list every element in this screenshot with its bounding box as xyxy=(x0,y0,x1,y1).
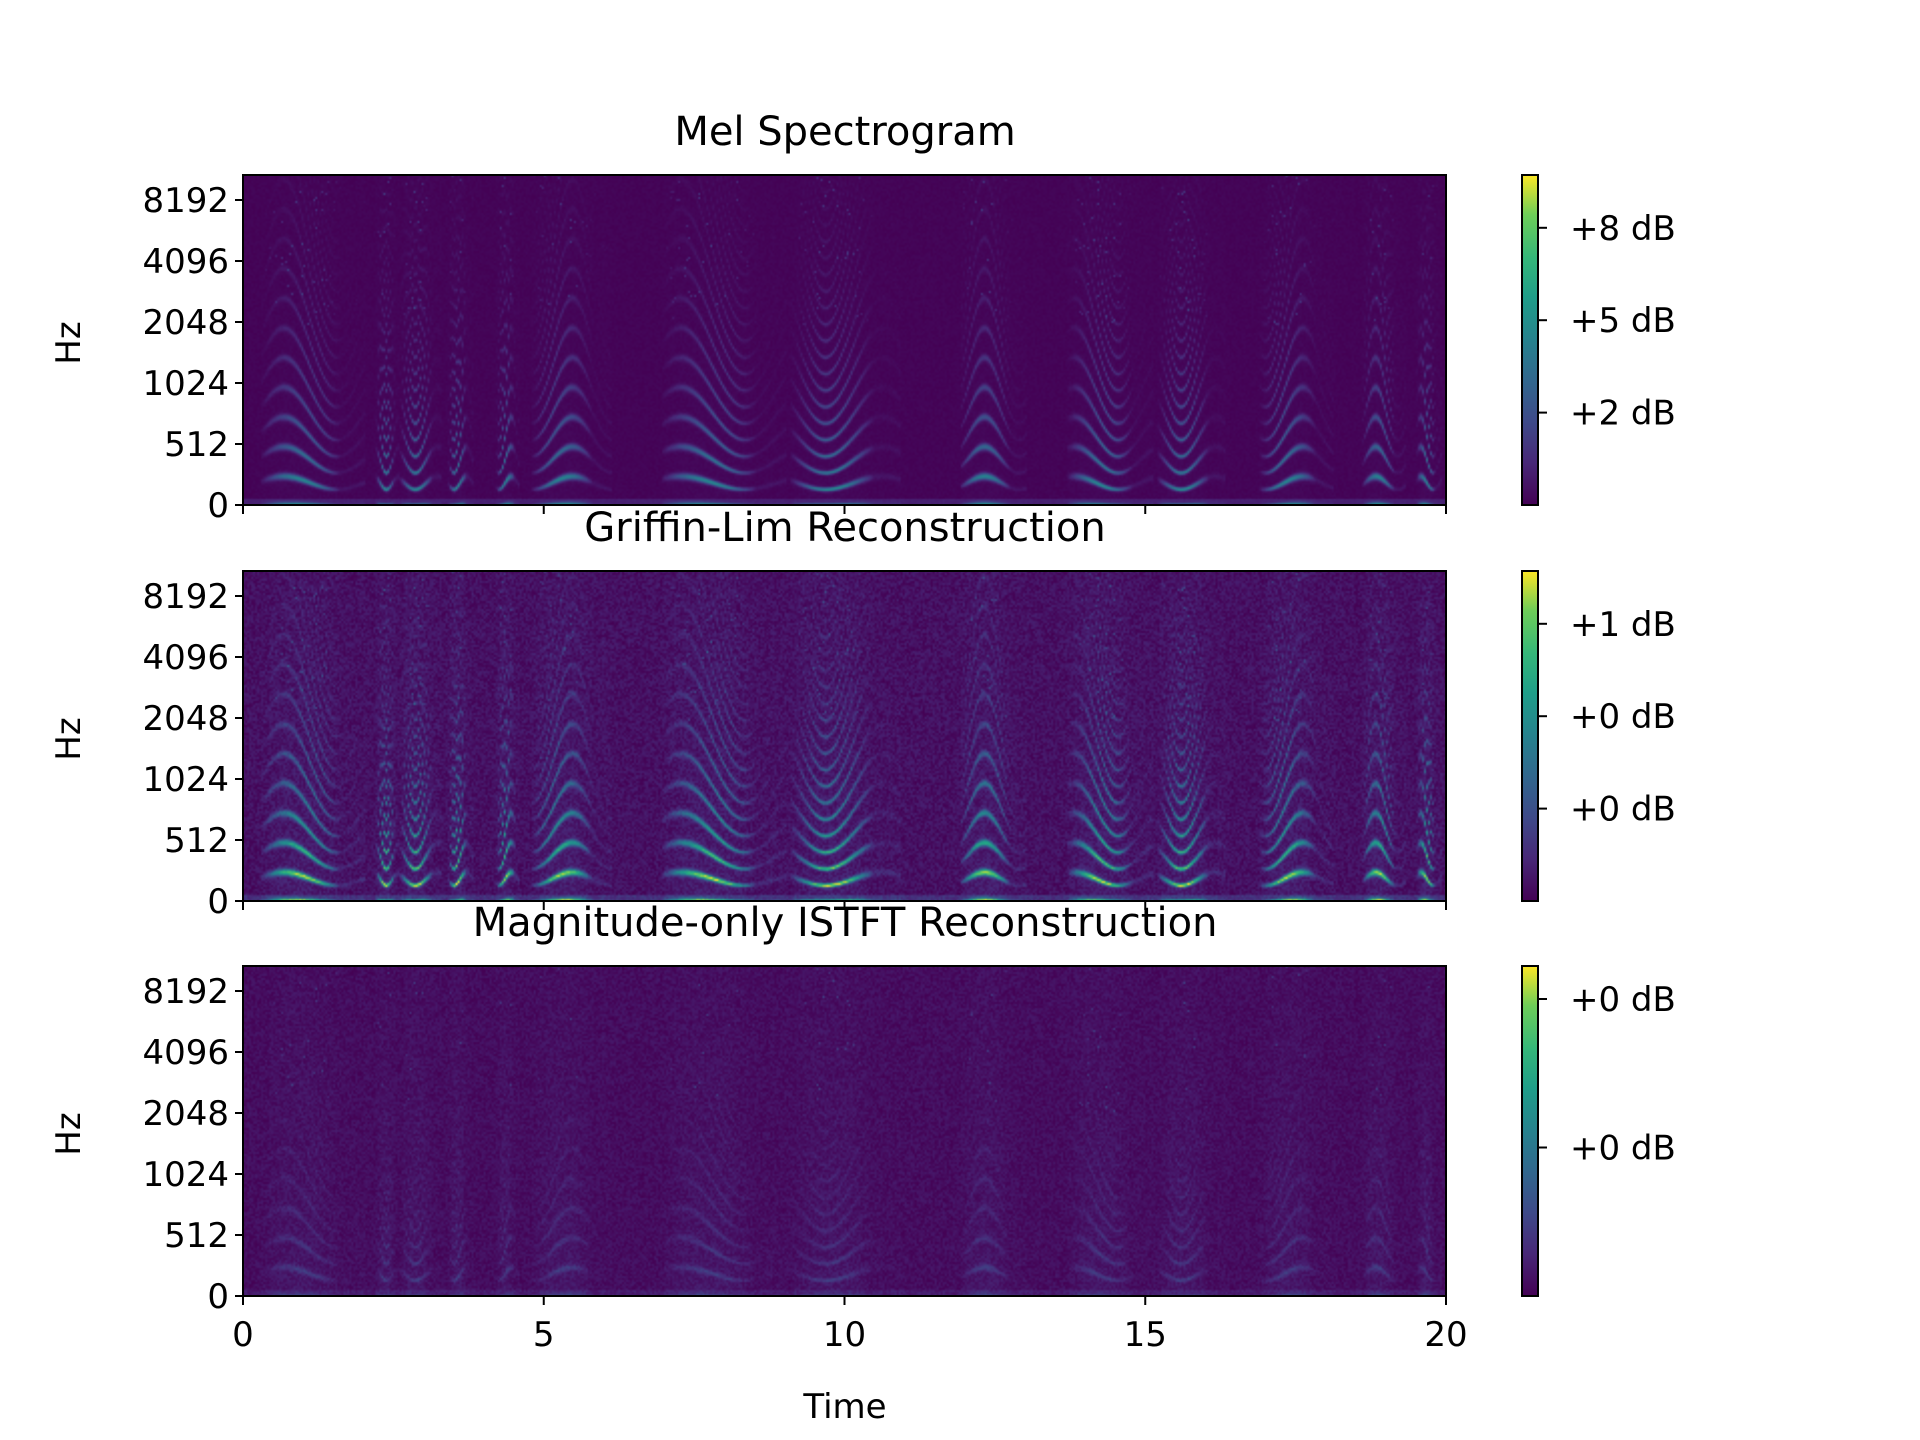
plot-frame xyxy=(242,570,1447,902)
y-tick-label: 4096 xyxy=(142,242,229,282)
y-tick-label: 0 xyxy=(207,486,229,526)
panel-mel-spectrogram: Mel Spectrogram Hz xyxy=(49,109,1016,365)
x-tick-label: 20 xyxy=(1424,1315,1467,1355)
y-axis-label: Hz xyxy=(49,1112,89,1155)
plot-frame xyxy=(242,174,1447,506)
x-tick-label: 5 xyxy=(533,1315,555,1355)
y-tick-label: 512 xyxy=(164,821,229,861)
colorbar xyxy=(1521,174,1539,506)
y-tick-label: 2048 xyxy=(142,303,229,343)
y-tick-label: 2048 xyxy=(142,699,229,739)
x-tick-label: 10 xyxy=(823,1315,866,1355)
colorbar xyxy=(1521,965,1539,1297)
y-tick-label: 8192 xyxy=(142,972,229,1012)
y-tick-label: 0 xyxy=(207,882,229,922)
colorbar xyxy=(1521,570,1539,902)
y-tick-label: 1024 xyxy=(142,760,229,800)
y-tick-label: 1024 xyxy=(142,1155,229,1195)
x-tick-label: 0 xyxy=(232,1315,254,1355)
colorbar-tick-label: +5 dB xyxy=(1570,301,1676,341)
y-tick-label: 0 xyxy=(207,1277,229,1317)
y-tick-label: 512 xyxy=(164,1216,229,1256)
spectrogram-heatmap-griffin-lim xyxy=(243,571,1446,901)
colorbar-tick-label: +0 dB xyxy=(1570,1129,1676,1169)
y-tick-label: 8192 xyxy=(142,181,229,221)
colorbar-tick-label: +2 dB xyxy=(1570,394,1676,434)
colorbar-tick-label: +0 dB xyxy=(1570,790,1676,830)
panel-title: Mel Spectrogram xyxy=(674,109,1015,155)
colorbar-tick-label: +1 dB xyxy=(1570,605,1676,645)
y-axis-label: Hz xyxy=(49,321,89,364)
y-tick-label: 2048 xyxy=(142,1094,229,1134)
x-tick-label: 15 xyxy=(1124,1315,1167,1355)
y-tick-label: 1024 xyxy=(142,364,229,404)
y-tick-label: 8192 xyxy=(142,577,229,617)
spectrogram-heatmap-mel xyxy=(243,175,1446,505)
plot-frame xyxy=(242,965,1447,1297)
x-axis-label: Time xyxy=(802,1387,886,1427)
y-axis-label: Hz xyxy=(49,717,89,760)
y-tick-label: 4096 xyxy=(142,1033,229,1073)
y-tick-label: 4096 xyxy=(142,638,229,678)
colorbar-tick-label: +8 dB xyxy=(1570,209,1676,249)
colorbar-tick-label: +0 dB xyxy=(1570,980,1676,1020)
colorbar-tick-label: +0 dB xyxy=(1570,697,1676,737)
spectrogram-heatmap-istft xyxy=(243,966,1446,1296)
axes-layer: 0 512 1024 2048 4096 8192 +2 dB +5 dB +8 dB 0 512 1… xyxy=(142,174,1676,1355)
y-tick-label: 512 xyxy=(164,425,229,465)
